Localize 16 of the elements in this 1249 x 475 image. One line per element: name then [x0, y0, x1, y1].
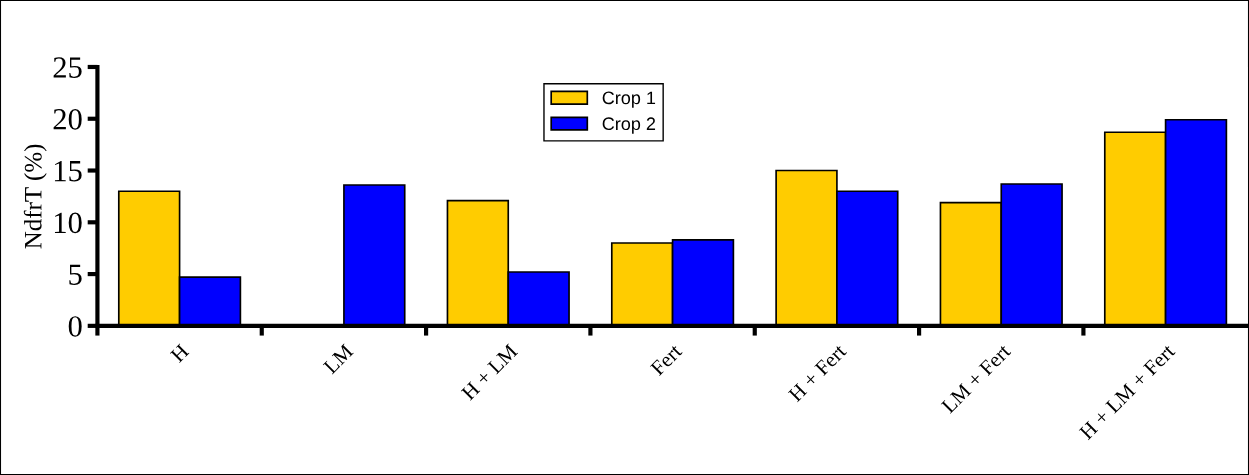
y-tick-label: 25 — [53, 57, 82, 78]
y-tick-label: 20 — [53, 109, 82, 130]
legend-label: Crop 1 — [602, 91, 656, 108]
y-tick-label: 5 — [69, 264, 82, 285]
x-tick-label: Fert — [649, 343, 683, 377]
y-axis-title: NdfrT (%) — [23, 144, 47, 249]
y-tick-label: 0 — [68, 316, 82, 337]
legend-label: Crop 2 — [602, 117, 656, 134]
y-tick-label: 15 — [54, 160, 82, 182]
y-tick-label: 10 — [54, 212, 82, 234]
x-tick-label: LM — [322, 343, 354, 375]
x-tick-label: H — [169, 343, 190, 363]
x-tick-label: H + LM + Fert — [1078, 343, 1176, 441]
x-tick-label: LM + Fert — [940, 343, 1012, 414]
x-tick-label: H + Fert — [787, 343, 848, 403]
x-tick-label: H + LM — [460, 343, 519, 401]
